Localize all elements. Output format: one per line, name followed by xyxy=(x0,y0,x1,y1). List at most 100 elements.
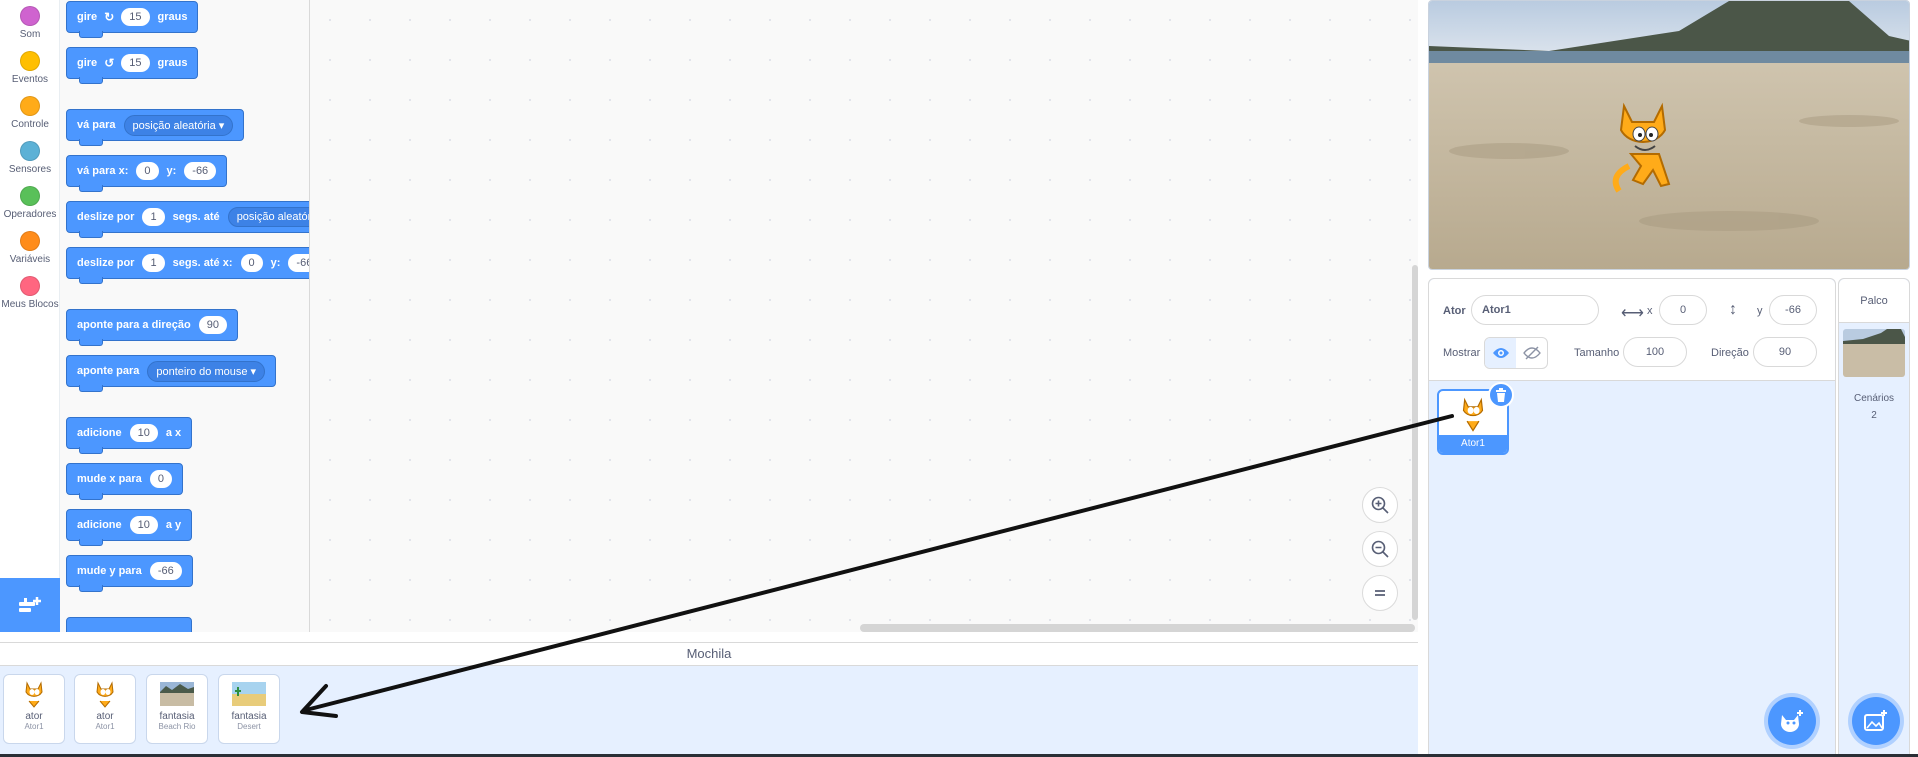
y-input[interactable]: -66 xyxy=(1769,295,1817,325)
block-text: vá para x: xyxy=(77,165,129,177)
degrees-input[interactable]: 15 xyxy=(121,8,150,26)
cat-sprite-icon xyxy=(17,679,51,709)
script-area[interactable] xyxy=(310,0,1418,632)
block-text: a y xyxy=(165,519,182,531)
block-change-y[interactable]: adicione 10 a y xyxy=(66,509,193,546)
sprite-name-value: Ator1 xyxy=(1482,304,1511,316)
stage[interactable] xyxy=(1428,0,1910,270)
stage-title: Palco xyxy=(1839,279,1909,323)
category-control[interactable]: Controle xyxy=(0,96,60,130)
backpack-item-type: fantasia xyxy=(231,711,267,722)
stage-selector[interactable]: Palco Cenários 2 xyxy=(1838,278,1910,757)
block-text: deslize por xyxy=(77,211,135,223)
add-backdrop-icon xyxy=(1864,710,1887,731)
x-input[interactable]: 0 xyxy=(1659,295,1707,325)
direction-input[interactable]: 90 xyxy=(1753,337,1817,367)
backpack-item[interactable]: fantasia Beach Rio xyxy=(146,674,208,744)
category-control-dot-icon xyxy=(20,96,40,116)
block-partial[interactable] xyxy=(66,617,192,632)
size-input[interactable]: 100 xyxy=(1623,337,1687,367)
add-backdrop-button[interactable] xyxy=(1852,697,1900,745)
add-sprite-icon xyxy=(1781,710,1803,732)
block-text: mude x para xyxy=(77,473,142,485)
zoom-in-button[interactable] xyxy=(1362,487,1398,523)
goto-target-dropdown[interactable]: posição aleatória ▾ xyxy=(123,114,234,136)
direction-label: Direção xyxy=(1711,347,1749,359)
hide-button[interactable] xyxy=(1516,338,1547,368)
category-operators-dot-icon xyxy=(20,186,40,206)
category-variables[interactable]: Variáveis xyxy=(0,231,60,265)
vertical-scrollbar[interactable] xyxy=(1412,265,1418,620)
block-goto[interactable]: vá para posição aleatória ▾ xyxy=(66,109,245,146)
zoom-out-button[interactable] xyxy=(1362,531,1398,567)
block-text: gire xyxy=(77,11,98,23)
add-extension-button[interactable] xyxy=(0,578,60,632)
backdrops-count: 2 xyxy=(1871,410,1877,421)
set-y-input[interactable]: -66 xyxy=(149,562,182,580)
seconds-input[interactable]: 1 xyxy=(142,254,165,272)
block-text: a x xyxy=(165,427,182,439)
backpack-item-name: Beach Rio xyxy=(158,722,196,731)
y-input[interactable]: -66 xyxy=(288,254,309,272)
block-set-y[interactable]: mude y para -66 xyxy=(66,555,193,592)
backpack-item[interactable]: ator Ator1 xyxy=(3,674,65,744)
backpack-title: Mochila xyxy=(686,646,732,661)
block-text: adicione xyxy=(77,519,122,531)
block-turn-left[interactable]: gire ↺ 15 graus xyxy=(66,47,199,84)
block-glide-xy[interactable]: deslize por 1 segs. até x: 0 y: -66 xyxy=(66,247,309,284)
degrees-input[interactable]: 15 xyxy=(121,54,150,72)
backpack-item-name: Desert xyxy=(237,722,261,731)
delete-sprite-button[interactable] xyxy=(1488,382,1514,408)
block-turn-right[interactable]: gire ↻ 15 graus xyxy=(66,1,199,38)
direction-value: 90 xyxy=(1778,346,1792,358)
zoom-out-icon xyxy=(1371,540,1389,558)
dropdown-value: posição aleatória xyxy=(132,119,216,132)
set-x-input[interactable]: 0 xyxy=(149,470,172,488)
change-y-input[interactable]: 10 xyxy=(129,516,158,534)
category-events[interactable]: Eventos xyxy=(0,51,60,85)
cat-sprite-icon xyxy=(1439,395,1507,433)
stage-thumbnail[interactable] xyxy=(1843,329,1905,377)
glide-target-dropdown[interactable]: posição aleatória xyxy=(227,207,309,227)
rotate-left-icon: ↺ xyxy=(104,56,115,70)
add-sprite-button[interactable] xyxy=(1768,697,1816,745)
desert-backdrop-icon xyxy=(232,679,266,709)
direction-input[interactable]: 90 xyxy=(198,316,227,334)
category-events-dot-icon xyxy=(20,51,40,71)
block-set-x[interactable]: mude x para 0 xyxy=(66,463,183,500)
y-label: y xyxy=(1757,305,1763,317)
block-text: mude y para xyxy=(77,565,142,577)
vertical-arrows-icon: ↕ xyxy=(1729,301,1737,318)
eye-icon xyxy=(1492,348,1509,358)
category-sound[interactable]: Som xyxy=(0,6,60,40)
block-change-x[interactable]: adicione 10 a x xyxy=(66,417,193,454)
beach-backdrop-icon xyxy=(160,679,194,709)
backpack-item[interactable]: ator Ator1 xyxy=(74,674,136,744)
block-point-direction[interactable]: aponte para a direção 90 xyxy=(66,309,238,346)
horizontal-scrollbar[interactable] xyxy=(860,624,1415,632)
eye-off-icon xyxy=(1522,346,1541,360)
seconds-input[interactable]: 1 xyxy=(142,208,165,226)
block-text: y: xyxy=(270,257,281,269)
point-target-dropdown[interactable]: ponteiro do mouse ▾ xyxy=(147,360,266,382)
y-input[interactable]: -66 xyxy=(184,162,217,180)
show-button[interactable] xyxy=(1485,338,1516,368)
backpack-item-type: ator xyxy=(96,711,114,722)
block-point-towards[interactable]: aponte para ponteiro do mouse ▾ xyxy=(66,355,277,392)
category-sensing[interactable]: Sensores xyxy=(0,141,60,175)
backpack-header[interactable]: Mochila xyxy=(0,642,1418,666)
sprite-label: Ator xyxy=(1443,305,1466,317)
x-input[interactable]: 0 xyxy=(240,254,263,272)
sprite-name-input[interactable]: Ator1 xyxy=(1471,295,1599,325)
category-my-blocks[interactable]: Meus Blocos xyxy=(0,276,60,310)
x-value: 0 xyxy=(1679,304,1687,316)
x-input[interactable]: 0 xyxy=(136,162,159,180)
change-x-input[interactable]: 10 xyxy=(129,424,158,442)
category-operators[interactable]: Operadores xyxy=(0,186,60,220)
backpack-item[interactable]: fantasia Desert xyxy=(218,674,280,744)
block-text: segs. até xyxy=(172,211,220,223)
zoom-reset-button[interactable] xyxy=(1362,575,1398,611)
block-glide-to[interactable]: deslize por 1 segs. até posição aleatóri… xyxy=(66,201,309,238)
category-label: Controle xyxy=(11,119,49,130)
block-goto-xy[interactable]: vá para x: 0 y: -66 xyxy=(66,155,228,192)
